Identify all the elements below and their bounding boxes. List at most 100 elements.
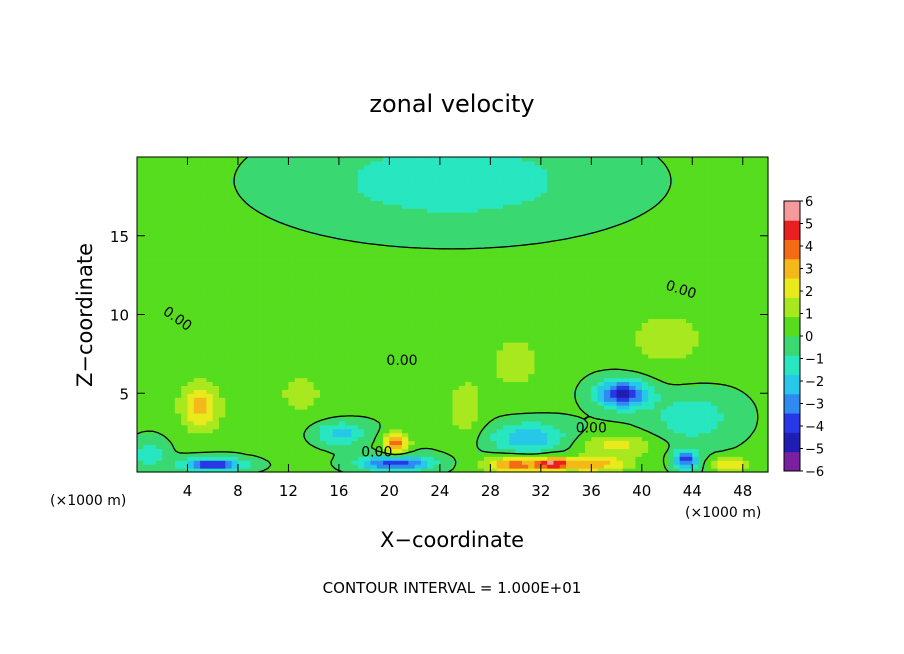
field-cell [414,369,422,375]
chart-title: zonal velocity [369,90,534,118]
field-cell [528,353,536,359]
field-cell [357,271,365,276]
field-cell [307,251,315,257]
field-cell [338,381,346,386]
field-cell [490,235,498,241]
field-cell [137,397,144,402]
field-cell [427,310,435,316]
field-cell [174,251,182,257]
field-cell [225,448,233,453]
field-cell [376,283,384,288]
field-cell [269,448,277,453]
field-cell [395,180,403,186]
field-cell [237,326,245,331]
field-cell [496,255,504,260]
field-cell [200,346,208,351]
field-cell [383,192,390,197]
field-cell [420,452,428,457]
field-cell [174,420,182,426]
field-cell [433,172,441,178]
field-cell [187,275,195,280]
field-cell [174,330,182,335]
field-cell [193,428,201,434]
field-cell [338,420,346,426]
field-cell [471,290,479,296]
field-cell [275,326,283,331]
field-cell [502,401,510,406]
field-cell [509,184,517,190]
field-cell [427,263,435,268]
field-cell [402,286,409,292]
field-cell [427,349,435,355]
field-cell [200,405,208,410]
field-cell [269,164,277,170]
field-cell [364,444,372,449]
field-cell [490,200,498,205]
field-cell [521,420,529,426]
field-cell [174,184,182,190]
field-cell [181,251,189,257]
field-cell [155,318,163,323]
field-cell [427,298,435,304]
field-cell [521,381,529,386]
field-cell [137,208,144,213]
field-cell [313,456,321,461]
field-cell [319,298,327,304]
field-cell [231,420,239,426]
field-cell [231,456,239,461]
field-cell [275,397,283,402]
field-cell [395,436,403,442]
field-cell [294,290,302,296]
field-cell [439,346,447,351]
field-cell [250,346,258,351]
field-cell [263,326,271,331]
field-cell [200,338,208,343]
field-cell [206,428,214,434]
field-cell [313,275,321,280]
field-cell [490,393,498,398]
field-cell [319,326,327,331]
field-cell [345,227,353,233]
field-cell [301,204,308,209]
field-cell [162,452,170,457]
field-cell [206,338,214,343]
field-cell [427,444,435,449]
field-cell [452,389,460,394]
field-cell [383,247,390,253]
field-cell [395,204,403,209]
field-cell [319,306,327,312]
field-cell [219,160,226,166]
field-cell [452,464,460,469]
field-cell [402,338,409,343]
field-cell [162,290,170,296]
field-cell [143,373,151,379]
field-cell [193,409,201,414]
field-cell [149,298,157,304]
field-cell [452,247,460,253]
field-cell [294,322,302,327]
field-cell [168,342,176,347]
field-cell [427,216,435,221]
field-cell [502,377,510,383]
field-cell [326,452,334,457]
field-cell [357,164,365,170]
field-cell [389,216,397,221]
field-cell [477,397,485,402]
field-cell [193,401,201,406]
field-cell [256,436,264,442]
field-cell [376,196,384,201]
field-cell [496,424,504,430]
field-cell [521,448,529,453]
field-cell [301,353,308,359]
field-cell [155,393,163,398]
field-cell [162,405,170,410]
field-cell [515,231,523,237]
field-cell [231,349,239,355]
field-cell [244,192,252,197]
field-cell [269,251,277,257]
field-cell [206,314,214,320]
field-cell [225,338,233,343]
field-cell [244,286,252,292]
field-cell [427,420,435,426]
field-cell [395,428,403,434]
